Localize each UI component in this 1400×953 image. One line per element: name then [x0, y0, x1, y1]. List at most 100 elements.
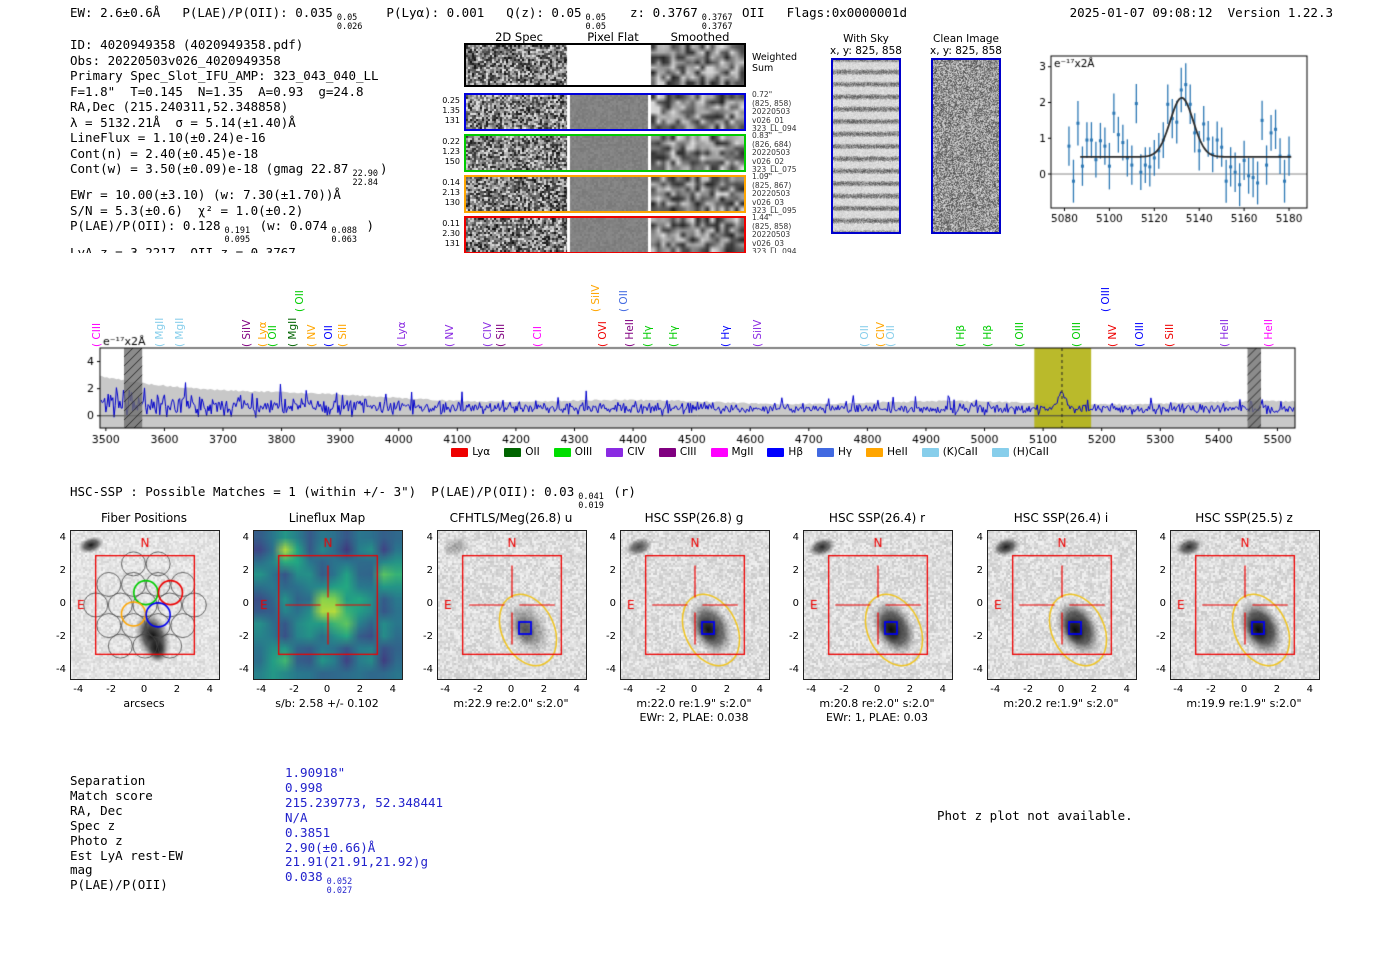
- text-segment: ID: 4020949358 (4020949358.pdf): [70, 37, 304, 52]
- fiber-id-line: 323_LL_075: [752, 165, 797, 175]
- text-segment: (w: 0.074: [252, 218, 328, 234]
- legend-label: OIII: [574, 446, 593, 458]
- withsky-title: With Sky: [843, 33, 889, 45]
- fiber-weight-labels: 0.22 1.23 150: [420, 137, 460, 167]
- y-tick-label: 2: [242, 565, 249, 577]
- uncertainty-range: 0.3767 0.3767: [702, 14, 733, 31]
- text-segment: P(Lyα): 0.001: [386, 5, 485, 20]
- legend-label: CIII: [679, 446, 697, 458]
- match-value-text: 215.239773, 52.348441: [285, 794, 444, 810]
- fiber-id-line: 20220503: [752, 189, 791, 199]
- header-segment: P(Lyα): 0.001: [386, 5, 484, 20]
- emission-line-label: ( OII: [267, 325, 280, 347]
- fiber-id-line: v026_01: [752, 115, 785, 125]
- uncertainty-lo: 22.84: [352, 177, 379, 188]
- emission-line-label: ( Hγ: [642, 325, 655, 347]
- fiber-weight-value: 131: [444, 116, 460, 125]
- x-tick-label: -2: [289, 684, 300, 695]
- fiber-id-line: 323_LL_094: [752, 124, 797, 134]
- fiber-weight-value: 0.22: [442, 137, 460, 146]
- match-value-text: 0.3851: [285, 824, 331, 840]
- weighted-sum-row: [464, 43, 746, 87]
- fiber-weight-value: 0.14: [442, 178, 460, 187]
- info-line: ID: 4020949358 (4020949358.pdf): [70, 37, 388, 53]
- spec2d-row: [464, 216, 746, 254]
- detection-info-block: ID: 4020949358 (4020949358.pdf) Obs: 2022…: [70, 37, 388, 260]
- emission-line-label: ( SiII: [494, 323, 507, 347]
- uncertainty-range: 0.05 0.026: [337, 14, 363, 31]
- emission-line-label: ( Lyα: [396, 321, 409, 347]
- fiber-weight-value: 0.25: [442, 96, 460, 105]
- cutout-image-u: [437, 530, 587, 680]
- y-tick-label: 0: [976, 598, 983, 609]
- withsky-image: [831, 58, 901, 234]
- emission-line-label: ( SiII: [336, 323, 349, 347]
- emission-line-label: ( Hβ: [955, 324, 968, 347]
- x-tick-label: 0: [873, 684, 881, 695]
- fiber-weight-value: 131: [444, 239, 460, 248]
- match-value-text: 0.998: [285, 779, 323, 795]
- text-segment: RA,Dec (215.240311,52.348858): [70, 99, 289, 114]
- text-segment: Q(z): 0.05: [506, 5, 582, 20]
- legend-label: (H)CaII: [1012, 446, 1049, 458]
- fiber-weight-value: 2.30: [442, 229, 460, 238]
- legend-swatch: [451, 447, 469, 457]
- emission-line-label: ( Hβ: [982, 324, 995, 347]
- fiber-id-line: 1.44": [752, 213, 773, 222]
- emission-line-label: ( MgII: [286, 317, 299, 347]
- fiber-weight-value: 2.13: [442, 188, 460, 197]
- spec2d-col-header-pixelflat: Pixel Flat: [587, 30, 639, 44]
- photz-note: Phot z plot not available.: [937, 808, 1133, 823]
- text-segment: Cont(n) = 2.40(±0.45)e-18: [70, 145, 259, 161]
- uncertainty-hi: 0.05: [585, 13, 607, 23]
- cutout-title: CFHTLS/Meg(26.8) u: [449, 511, 573, 525]
- x-tick-label: -4: [256, 684, 267, 695]
- spec2d-row-image: [466, 136, 744, 170]
- cutout-image-r: [803, 530, 953, 680]
- x-tick-label: -2: [106, 684, 117, 695]
- y-tick-label: -4: [239, 663, 249, 675]
- emission-line-label: ( NV: [1106, 324, 1119, 347]
- legend-swatch: [767, 447, 785, 457]
- header-segment: z: 0.3767 0.3767 0.3767 OII: [630, 5, 765, 31]
- y-tick-label: 4: [792, 532, 799, 544]
- weighted-sum-label: Weighted Sum: [752, 52, 797, 74]
- y-tick-label: 2: [1159, 565, 1166, 577]
- match-row-label: RA, Dec: [70, 802, 123, 818]
- fiber-weight-value: 1.35: [442, 106, 460, 115]
- y-tick-label: 0: [792, 598, 799, 609]
- y-tick-label: -2: [56, 630, 66, 642]
- match-value-text: N/A: [285, 809, 308, 825]
- y-tick-label: 0: [609, 598, 616, 609]
- spec2d-row-image: [466, 177, 744, 211]
- fiber-id-line: v026_03: [752, 238, 785, 248]
- fiber-id-line: 0.83": [752, 131, 773, 140]
- y-tick-label: -2: [239, 630, 249, 642]
- y-tick-label: 0: [1159, 598, 1166, 609]
- info-line: LineFlux = 1.10(±0.24)e-16: [70, 130, 388, 146]
- x-tick-label: -2: [1023, 684, 1034, 695]
- fiber-id-line: 1.09": [752, 172, 773, 181]
- y-tick-label: 0: [242, 598, 249, 609]
- cutout-image-lineflux: [253, 530, 403, 680]
- legend-swatch: [553, 447, 571, 457]
- fiber-id-line: v026_02: [752, 156, 785, 166]
- legend-label: Lyα: [472, 446, 491, 458]
- text-segment: Obs: 20220503v026_4020949358: [70, 52, 281, 68]
- x-tick-label: 2: [540, 684, 548, 695]
- y-tick-label: -4: [423, 663, 433, 675]
- legend-swatch: [606, 447, 624, 457]
- emission-line-label: ( OIII: [1071, 322, 1084, 347]
- y-tick-label: 2: [59, 565, 66, 577]
- x-tick-label: 2: [723, 684, 731, 695]
- match-row-value: 21.91(21.91,21.92)g: [285, 854, 443, 870]
- text-segment: P(LAE)/P(OII): 0.128: [70, 218, 221, 234]
- cutout-title: HSC SSP(26.8) g: [644, 511, 744, 525]
- legend-label: MgII: [731, 446, 754, 458]
- match-row-value: 2.90(±0.66)Å: [285, 840, 443, 856]
- info-line: Obs: 20220503v026_4020949358: [70, 53, 388, 69]
- match-value-text: 0.038: [285, 869, 323, 885]
- y-tick-label: 4: [609, 532, 616, 544]
- x-tick-label: -2: [473, 684, 484, 695]
- fiber-weight-labels: 0.11 2.30 131: [420, 219, 460, 249]
